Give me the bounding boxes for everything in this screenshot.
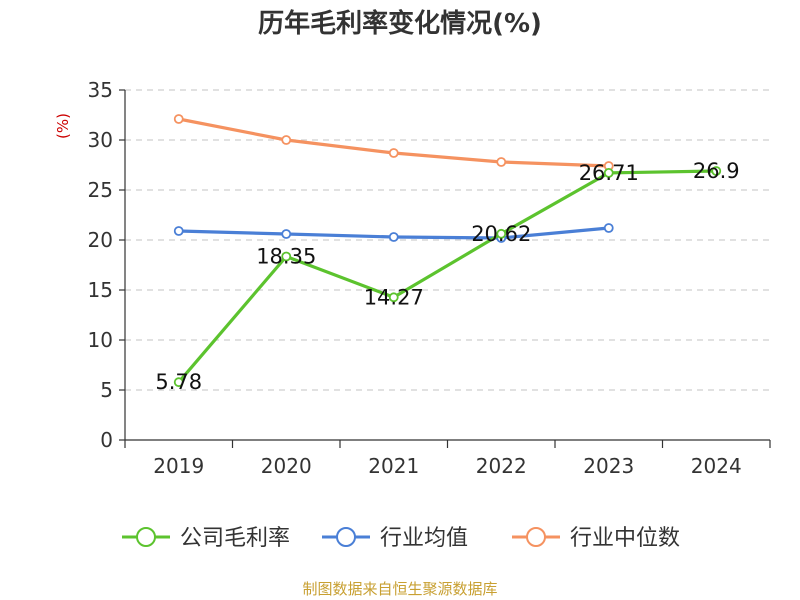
data-label: 20.62 — [471, 222, 531, 246]
data-label: 14.27 — [364, 285, 424, 309]
y-axis-unit: (%) — [54, 113, 72, 139]
y-tick-label: 15 — [88, 278, 113, 302]
data-point — [388, 232, 399, 242]
series-1 — [173, 223, 614, 243]
y-tick-label: 10 — [88, 328, 113, 352]
grid-lines — [125, 89, 770, 391]
data-label: 26.71 — [579, 161, 639, 185]
x-tick-label: 2023 — [583, 454, 634, 478]
legend-marker — [526, 527, 546, 547]
series-2 — [173, 114, 614, 171]
legend: 公司毛利率 行业均值 行业中位数 — [122, 526, 680, 551]
data-label: 5.78 — [155, 370, 202, 394]
x-tick-label: 2024 — [691, 454, 742, 478]
data-label: 26.9 — [693, 159, 740, 183]
x-tick-label: 2022 — [476, 454, 527, 478]
x-tick-label: 2021 — [368, 454, 419, 478]
axes: 0 5 10 15 20 25 30 35 2019 2020 2021 2022 2023 2024 — [88, 78, 771, 478]
data-point — [388, 292, 399, 303]
y-tick-label: 0 — [100, 428, 113, 452]
y-tick-label: 30 — [88, 128, 113, 152]
data-point — [388, 148, 399, 158]
legend-item: 公司毛利率 — [122, 526, 290, 551]
data-point — [603, 223, 614, 233]
data-source-note: 制图数据来自恒生聚源数据库 — [302, 580, 497, 598]
legend-label: 行业均值 — [380, 526, 468, 551]
series-0 — [173, 166, 722, 388]
y-tick-label: 5 — [100, 378, 113, 402]
chart-title: 历年毛利率变化情况(%) — [258, 8, 542, 39]
series-line — [177, 169, 717, 384]
x-tick-label: 2019 — [153, 454, 204, 478]
legend-marker — [336, 527, 356, 547]
data-point — [496, 228, 507, 239]
y-tick-label: 25 — [88, 178, 113, 202]
data-point — [496, 157, 507, 167]
data-point — [281, 229, 292, 239]
data-point — [173, 377, 184, 388]
data-point — [603, 167, 614, 178]
data-labels: 5.78 18.35 14.27 20.62 26.71 26.9 — [155, 159, 739, 394]
data-point — [711, 166, 722, 176]
legend-item: 行业中位数 — [512, 526, 680, 551]
x-tick-label: 2020 — [261, 454, 312, 478]
data-point — [281, 135, 292, 145]
series-line — [178, 117, 609, 168]
legend-marker — [136, 527, 156, 547]
data-point — [173, 114, 184, 124]
series-group — [173, 114, 722, 388]
y-tick-label: 20 — [88, 228, 113, 252]
legend-item: 行业均值 — [322, 526, 468, 551]
data-label: 18.35 — [256, 245, 316, 269]
y-tick-label: 35 — [88, 78, 113, 102]
legend-label: 行业中位数 — [570, 526, 680, 551]
legend-label: 公司毛利率 — [180, 526, 290, 551]
data-point — [173, 226, 184, 236]
data-point — [281, 251, 292, 262]
